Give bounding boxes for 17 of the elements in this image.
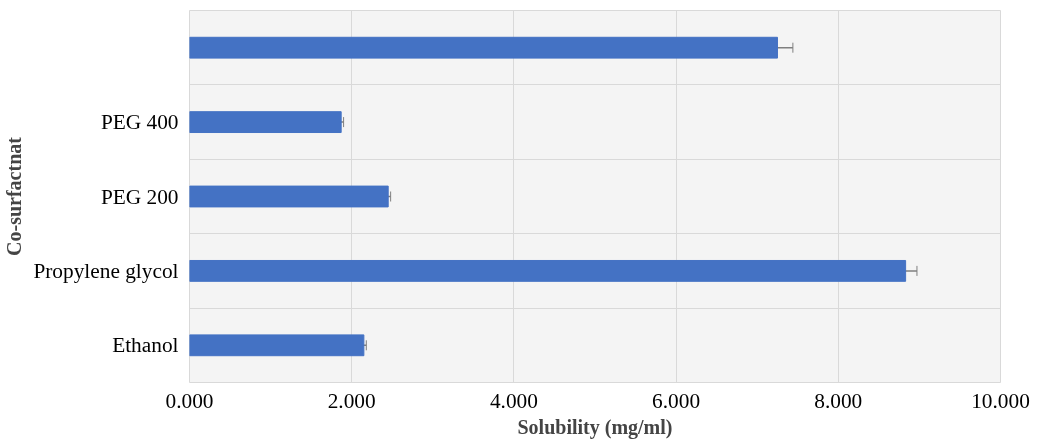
x-tick-label: 8.000 [814,388,863,413]
bar [189,36,778,59]
x-tick-label: 6.000 [652,388,701,413]
bar [189,185,389,208]
x-tick-label: 0.000 [165,388,214,413]
x-tick-label: 4.000 [489,388,538,413]
y-tick-label: Ethanol [112,333,179,358]
x-tick-label: 10.000 [971,388,1030,413]
y-tick-label: PEG 200 [100,184,179,209]
y-tick-label: PEG 400 [100,110,179,135]
x-axis-title: Solubility (mg/ml) [517,415,673,439]
bar [189,334,365,357]
bar [189,259,907,282]
x-tick-label: 2.000 [327,388,376,413]
bar [189,111,342,134]
y-axis-title: Co-surfactnat [3,136,26,256]
y-tick-label: Propylene glycol [33,258,179,283]
